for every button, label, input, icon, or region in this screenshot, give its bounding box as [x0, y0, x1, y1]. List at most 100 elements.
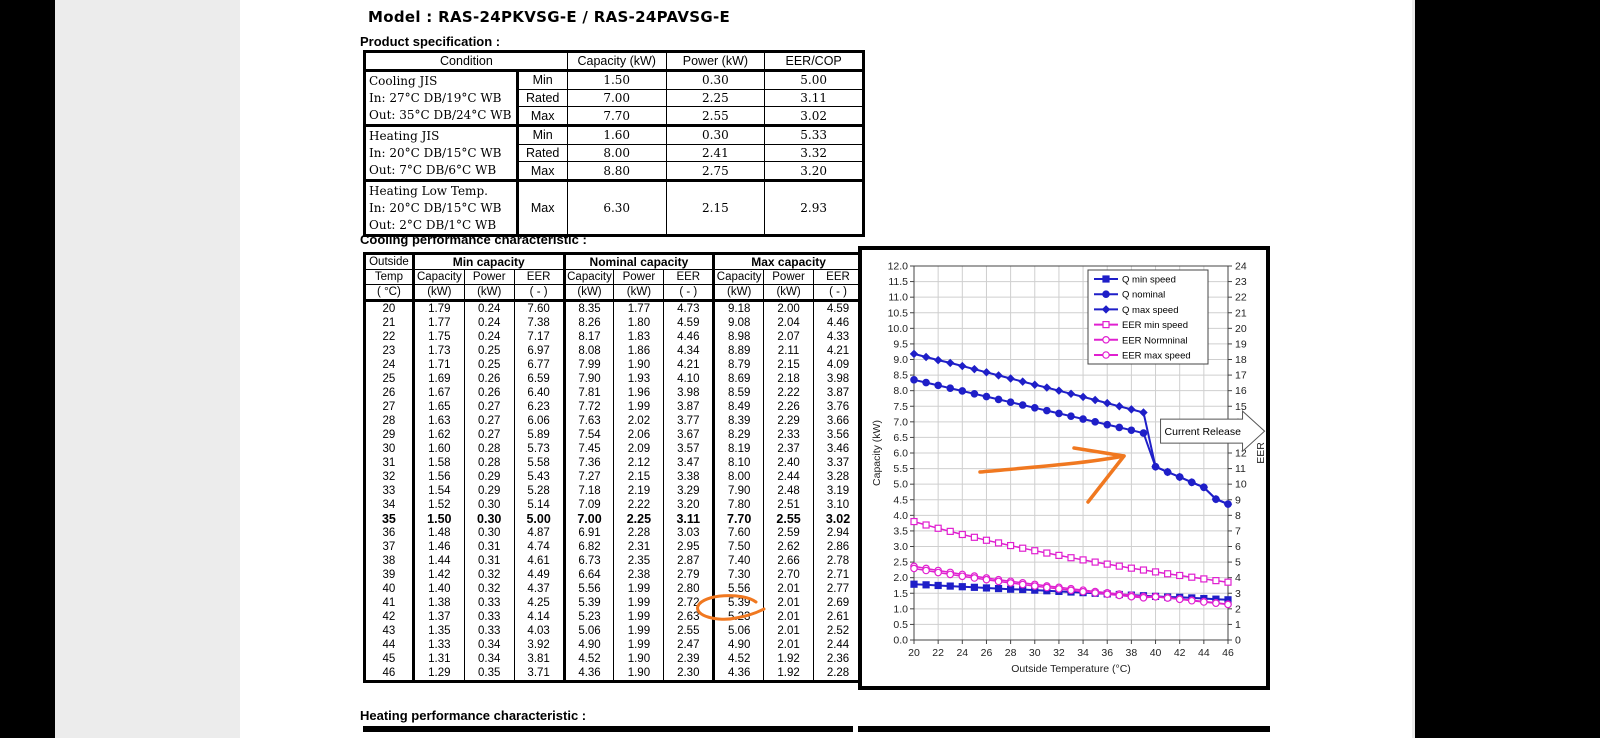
value-cell: 3.29 — [663, 484, 715, 498]
value-cell: 4.52 — [712, 652, 765, 666]
table-row: 22 1.75 0.24 7.17 8.17 1.83 4.46 8.98 2.07 4.33 — [364, 330, 864, 344]
temp-header: Temp — [364, 269, 414, 285]
temp-cell: 39 — [364, 568, 414, 582]
highlight-circle-svg — [696, 594, 766, 621]
spec-value: 2.55 — [665, 106, 766, 126]
data-point — [994, 539, 1003, 547]
data-point — [922, 566, 930, 575]
value-cell: 4.49 — [513, 568, 565, 582]
value-cell: 4.37 — [513, 582, 565, 596]
value-cell: 0.25 — [463, 358, 515, 372]
value-cell: 6.91 — [562, 526, 615, 540]
table-row: 28 1.63 0.27 6.06 7.63 2.02 3.77 8.39 2.29 3.66 — [364, 414, 864, 428]
temp-cell: 22 — [364, 330, 414, 344]
value-cell: 1.79 — [411, 300, 465, 316]
y2-tick-label: 23 — [1235, 276, 1247, 288]
y-tick-label: 5.5 — [893, 463, 908, 475]
table-row: 36 1.48 0.30 4.87 6.91 2.28 3.03 7.60 2.59 2.94 — [364, 526, 864, 540]
legend-entry: Q nominal — [1122, 290, 1165, 301]
data-point — [1030, 404, 1039, 412]
value-cell: 4.52 — [562, 652, 615, 666]
value-cell: 1.52 — [411, 498, 465, 512]
value-cell: 1.38 — [411, 596, 465, 610]
value-cell: 7.00 — [562, 512, 615, 526]
data-point — [970, 364, 979, 374]
value-cell: 5.39 — [562, 596, 615, 610]
value-cell: 1.56 — [411, 470, 465, 484]
value-cell: 5.14 — [513, 498, 565, 512]
value-cell: 6.97 — [513, 344, 565, 358]
value-cell: 4.61 — [513, 554, 565, 568]
temp-cell: 41 — [364, 596, 414, 610]
value-cell: 4.73 — [663, 300, 715, 316]
value-cell: 2.06 — [613, 428, 665, 442]
value-cell: 0.32 — [463, 568, 515, 582]
condition-line: Cooling JIS — [369, 74, 438, 88]
value-cell: 4.36 — [712, 666, 765, 682]
table-row: 35 1.50 0.30 5.00 7.00 2.25 3.11 7.70 2.55 3.02 — [364, 512, 864, 526]
data-point — [982, 584, 991, 592]
y-tick-label: 1.5 — [893, 588, 908, 600]
value-cell: 4.34 — [663, 344, 715, 358]
value-cell: 6.40 — [513, 386, 565, 400]
value-cell: 0.25 — [463, 344, 515, 358]
y2-tick-label: 2 — [1235, 603, 1241, 615]
spec-value: 2.93 — [764, 179, 864, 236]
temp-unit: ( °C) — [364, 284, 414, 302]
data-point — [934, 381, 942, 390]
y2-tick-label: 15 — [1235, 401, 1247, 413]
data-point — [1103, 590, 1112, 598]
x-tick-label: 32 — [1053, 647, 1065, 659]
table-row: 31 1.58 0.28 5.58 7.36 2.12 3.47 8.10 2.40 3.37 — [364, 456, 864, 470]
data-point — [1176, 571, 1184, 580]
plot-frame — [913, 265, 1229, 641]
data-point — [1091, 589, 1099, 597]
value-cell: 7.90 — [712, 484, 765, 498]
drawn-arrow-shaft — [978, 454, 1126, 474]
table-row: 34 1.52 0.30 5.14 7.09 2.22 3.20 7.80 2.51 3.10 — [364, 498, 864, 512]
value-cell: 8.39 — [712, 414, 765, 428]
value-cell: 3.98 — [663, 386, 715, 400]
data-point — [982, 368, 991, 377]
y-tick-label: 10.0 — [888, 323, 909, 335]
x-tick-label: 34 — [1077, 647, 1089, 659]
value-cell: 2.29 — [763, 414, 815, 428]
data-point — [1006, 374, 1015, 383]
x-tick-label: 38 — [1126, 647, 1138, 659]
value-cell: 2.87 — [663, 554, 715, 568]
value-cell: 1.46 — [411, 540, 465, 554]
value-cell: 2.39 — [663, 652, 715, 666]
value-cell: 2.31 — [613, 540, 665, 554]
y-tick-label: 1.0 — [893, 603, 908, 615]
x-tick-label: 28 — [1005, 647, 1017, 659]
y2-tick-label: 4 — [1235, 572, 1241, 584]
value-cell: 0.33 — [463, 610, 515, 624]
value-cell: 2.38 — [613, 568, 665, 582]
x-tick-label: 20 — [908, 647, 920, 659]
value-cell: 0.32 — [463, 582, 515, 596]
value-cell: 1.65 — [411, 400, 465, 414]
value-cell: 4.09 — [813, 358, 864, 372]
y2-tick-label: 8 — [1235, 510, 1241, 522]
unit-header: ( - ) — [663, 284, 715, 302]
spec-value: 3.02 — [764, 106, 864, 126]
heating-chart-edge — [858, 726, 1270, 732]
value-cell: 2.86 — [813, 540, 864, 554]
temp-cell: 28 — [364, 414, 414, 428]
y-tick-label: 12.0 — [888, 261, 909, 273]
value-cell: 7.63 — [562, 414, 615, 428]
value-cell: 7.60 — [513, 300, 565, 316]
value-cell: 2.48 — [763, 484, 815, 498]
value-cell: 2.52 — [813, 624, 864, 638]
heating-title: Heating performance characteristic : — [360, 708, 587, 723]
value-cell: 2.35 — [613, 554, 665, 568]
value-cell: 2.01 — [763, 596, 815, 610]
y2-tick-label: 0 — [1235, 635, 1241, 647]
temp-cell: 35 — [364, 512, 414, 526]
value-cell: 3.28 — [813, 470, 864, 484]
value-cell: 7.99 — [562, 358, 615, 372]
spec-value: 2.41 — [665, 143, 766, 163]
data-point — [1007, 541, 1015, 550]
value-cell: 6.06 — [513, 414, 565, 428]
data-point — [1163, 594, 1172, 602]
